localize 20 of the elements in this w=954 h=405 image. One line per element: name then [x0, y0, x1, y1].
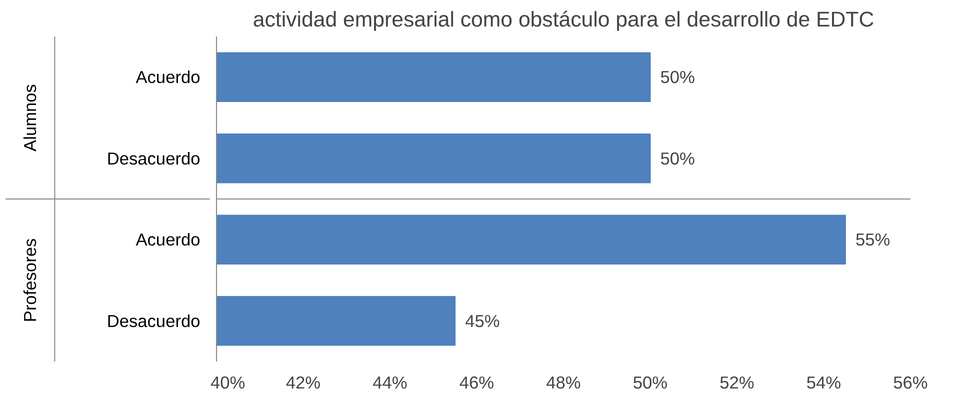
data-label: 50%: [660, 67, 695, 88]
chart-title: actividad empresarial como obstáculo para el desarrollo de EDTC: [252, 8, 874, 32]
x-tick-label: 42%: [286, 372, 321, 392]
x-tick-label: 50%: [632, 372, 668, 392]
x-tick-label: 56%: [893, 372, 928, 392]
x-tick-label: 54%: [806, 372, 842, 392]
data-label: 50%: [660, 148, 695, 168]
y-tick-label: Desacuerdo: [106, 148, 200, 168]
y-tick-label: Acuerdo: [136, 67, 200, 88]
x-tick-label: 52%: [720, 372, 754, 392]
y-tick-label: Acuerdo: [136, 230, 200, 250]
data-label: 45%: [465, 310, 500, 331]
x-tick-label: 40%: [210, 372, 246, 392]
text: Alumnos: [20, 84, 40, 152]
text: Profesores: [20, 238, 40, 322]
data-label: 55%: [855, 230, 890, 250]
y-tick-label: Desacuerdo: [106, 310, 200, 331]
x-tick-label: 48%: [546, 372, 581, 392]
x-tick-label: 44%: [372, 372, 408, 392]
x-tick-label: 46%: [459, 372, 494, 392]
